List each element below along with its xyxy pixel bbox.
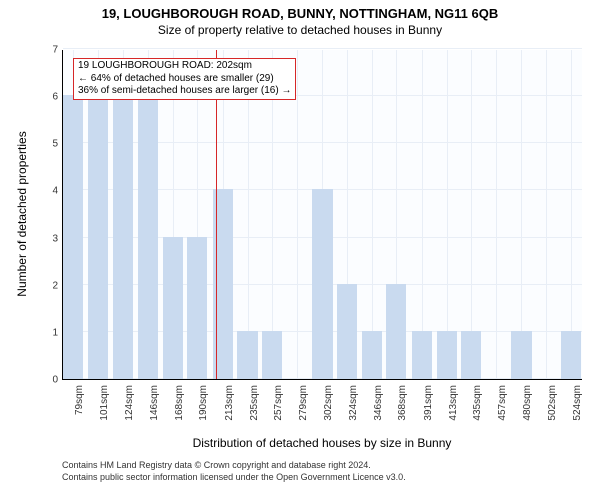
x-tick-label: 480sqm (522, 385, 533, 435)
x-tick-label: 502sqm (547, 385, 558, 435)
gridline-h (63, 48, 582, 49)
gridline-v (471, 50, 472, 379)
x-tick-label: 391sqm (423, 385, 434, 435)
x-tick-label: 79sqm (74, 385, 85, 435)
y-tick-label: 4 (44, 186, 58, 197)
annotation-box: 19 LOUGHBOROUGH ROAD: 202sqm← 64% of det… (73, 58, 296, 100)
y-axis-label: Number of detached properties (15, 49, 29, 379)
histogram-bar (237, 331, 257, 379)
y-tick-label: 2 (44, 280, 58, 291)
annotation-line: ← 64% of detached houses are smaller (29… (78, 73, 291, 86)
histogram-bar (386, 284, 406, 379)
gridline-v (521, 50, 522, 379)
footer-line-2: Contains public sector information licen… (62, 472, 406, 484)
histogram-bar (362, 331, 382, 379)
x-tick-label: 146sqm (149, 385, 160, 435)
x-tick-label: 235sqm (249, 385, 260, 435)
annotation-line: 36% of semi-detached houses are larger (… (78, 85, 291, 98)
histogram-bar (337, 284, 357, 379)
histogram-bar (437, 331, 457, 379)
histogram-bar (511, 331, 531, 379)
y-tick-label: 6 (44, 92, 58, 103)
x-axis-label: Distribution of detached houses by size … (62, 436, 582, 450)
histogram-bar (187, 237, 207, 379)
subtitle: Size of property relative to detached ho… (0, 21, 600, 37)
x-tick-label: 279sqm (298, 385, 309, 435)
x-tick-label: 101sqm (99, 385, 110, 435)
histogram-bar (461, 331, 481, 379)
y-tick-label: 3 (44, 233, 58, 244)
histogram-bar (312, 189, 332, 379)
x-tick-label: 524sqm (572, 385, 583, 435)
histogram-bar (63, 95, 83, 379)
chart-container: 19, LOUGHBOROUGH ROAD, BUNNY, NOTTINGHAM… (0, 0, 600, 500)
gridline-v (372, 50, 373, 379)
x-tick-label: 368sqm (397, 385, 408, 435)
gridline-v (422, 50, 423, 379)
x-tick-label: 124sqm (124, 385, 135, 435)
footer-line-1: Contains HM Land Registry data © Crown c… (62, 460, 406, 472)
y-tick-label: 7 (44, 45, 58, 56)
y-tick-label: 1 (44, 327, 58, 338)
histogram-bar (412, 331, 432, 379)
x-tick-label: 435sqm (472, 385, 483, 435)
x-tick-label: 213sqm (224, 385, 235, 435)
annotation-line: 19 LOUGHBOROUGH ROAD: 202sqm (78, 60, 291, 73)
x-tick-label: 346sqm (373, 385, 384, 435)
x-tick-label: 168sqm (174, 385, 185, 435)
gridline-v (496, 50, 497, 379)
gridline-v (546, 50, 547, 379)
y-tick-label: 5 (44, 139, 58, 150)
attribution-footer: Contains HM Land Registry data © Crown c… (62, 460, 406, 483)
histogram-bar (262, 331, 282, 379)
x-tick-label: 257sqm (273, 385, 284, 435)
x-tick-label: 302sqm (323, 385, 334, 435)
histogram-bar (561, 331, 581, 379)
histogram-bar (163, 237, 183, 379)
x-tick-label: 324sqm (348, 385, 359, 435)
histogram-bar (88, 95, 108, 379)
gridline-v (297, 50, 298, 379)
histogram-bar (113, 95, 133, 379)
x-tick-label: 190sqm (198, 385, 209, 435)
y-tick-label: 0 (44, 375, 58, 386)
histogram-bar (138, 95, 158, 379)
gridline-v (447, 50, 448, 379)
main-title: 19, LOUGHBOROUGH ROAD, BUNNY, NOTTINGHAM… (0, 0, 600, 21)
x-tick-label: 457sqm (497, 385, 508, 435)
x-tick-label: 413sqm (448, 385, 459, 435)
plot-area: 19 LOUGHBOROUGH ROAD: 202sqm← 64% of det… (62, 50, 582, 380)
gridline-v (571, 50, 572, 379)
